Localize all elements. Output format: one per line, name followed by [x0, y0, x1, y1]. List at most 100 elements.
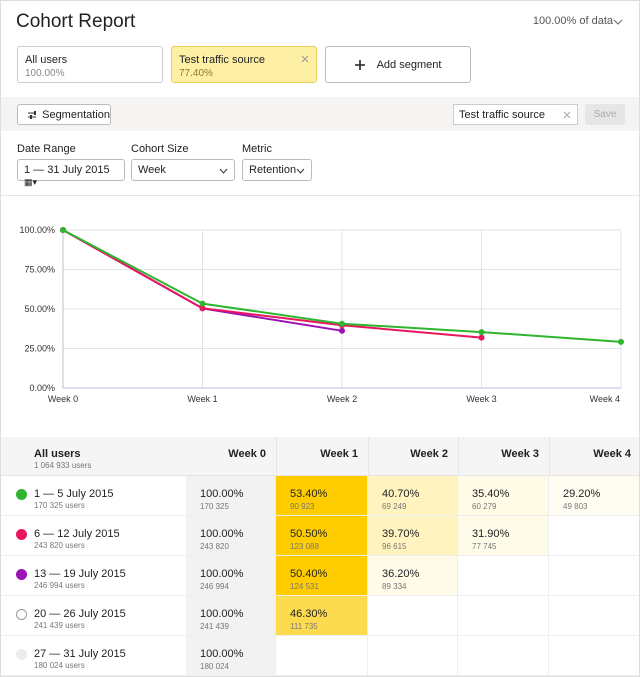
segment-name: Test traffic source [179, 54, 265, 66]
cell-value: 40.70% [382, 488, 420, 500]
filter-value: Week [138, 164, 166, 176]
cell [458, 636, 549, 676]
table-users: 1 064 933 users [34, 461, 92, 470]
point [339, 320, 345, 327]
series-line [62, 229, 482, 339]
row-dot [16, 649, 27, 660]
cell-users: 123 088 [290, 542, 319, 551]
cell-users: 77 745 [472, 542, 497, 551]
row-label: 6 — 12 July 2015 [34, 528, 120, 540]
cell-value: 100.00% [200, 568, 244, 580]
save-button[interactable]: Save [585, 104, 625, 125]
segment-share: 100.00% [25, 68, 65, 79]
add-segment-label: Add segment [376, 58, 442, 71]
row-label: 13 — 19 July 2015 [34, 568, 126, 580]
cell-users: 111 735 [290, 622, 318, 631]
column-header: Week 0 [228, 448, 266, 460]
column-header: Week 3 [501, 448, 539, 460]
filter-label: Date Range [17, 143, 76, 155]
cell [549, 636, 639, 676]
table-title: All users [34, 448, 81, 460]
cell-value: 100.00% [200, 648, 244, 660]
cell-users: 49 803 [563, 502, 588, 511]
segmentation-label: Segmentation [42, 108, 110, 121]
cell [368, 596, 458, 636]
column-divider [368, 437, 369, 476]
row-users: 170 325 users [34, 501, 85, 510]
filter-input[interactable]: Test traffic source [453, 104, 578, 125]
segment-share: 77.40% [179, 68, 213, 79]
cell-value: 100.00% [200, 488, 244, 500]
cell [368, 636, 458, 676]
header-row [1, 437, 639, 476]
cell [458, 556, 549, 596]
cell-users: 243 820 [200, 542, 229, 551]
clear-icon[interactable] [563, 111, 571, 119]
point [618, 338, 624, 345]
filter-value: Retention [249, 164, 297, 176]
point [478, 329, 485, 336]
cell: 100.00% 246 994 [186, 556, 276, 596]
cell: 100.00% 243 820 [186, 516, 276, 556]
plus-icon [354, 59, 365, 70]
cell-users: 246 994 [200, 582, 229, 591]
filter-text: Test traffic source [459, 109, 545, 121]
segment-name: All users [25, 54, 68, 66]
row-label: 27 — 31 July 2015 [34, 648, 126, 660]
x-tick-label: Week 2 [327, 394, 357, 404]
cell-value: 29.20% [563, 488, 601, 500]
filter-label: Cohort Size [131, 143, 189, 155]
metric-select[interactable]: Retention [242, 159, 312, 181]
cell: 29.20% 49 803 [549, 476, 639, 516]
cell [549, 556, 639, 596]
row-dot [16, 529, 27, 540]
sampling[interactable]: 100.00% of data [532, 15, 613, 27]
x-tick-label: Week 1 [187, 394, 217, 404]
row-label: 1 — 5 July 2015 [34, 488, 114, 500]
row-border [1, 675, 186, 676]
segment[interactable]: All users 100.00% [17, 46, 163, 83]
filter-value: 1 — 31 July 2015 [24, 164, 110, 176]
cell: 36.20% 89 334 [368, 556, 458, 596]
chevron [613, 19, 623, 25]
cell: 53.40% 90 923 [276, 476, 368, 516]
cell: 39.70% 96 615 [368, 516, 458, 556]
point [199, 305, 206, 312]
cell-value: 53.40% [290, 488, 328, 500]
row-dot [16, 569, 27, 580]
cell-users: 89 334 [382, 582, 407, 591]
point [60, 227, 66, 233]
cell-value: 50.50% [290, 528, 328, 540]
chevron [296, 168, 305, 174]
cell-value: 50.40% [290, 568, 328, 580]
cell-users: 60 279 [472, 502, 497, 511]
cohort-select[interactable]: Week [131, 159, 235, 181]
cell-value: 39.70% [382, 528, 420, 540]
column-header: Week 2 [410, 448, 448, 460]
sliders-icon [28, 110, 37, 119]
cell: 50.40% 124 531 [276, 556, 368, 596]
cell [549, 516, 639, 556]
column-divider [458, 437, 459, 476]
cell: 50.50% 123 088 [276, 516, 368, 556]
cell-value: 100.00% [200, 608, 244, 620]
add-segment[interactable]: Add segment [325, 46, 471, 83]
cell-users: 90 923 [290, 502, 315, 511]
cell-value: 46.30% [290, 608, 328, 620]
close-icon[interactable] [301, 55, 309, 63]
y-tick-label: 50.00% [24, 304, 55, 314]
cell: 100.00% 241 439 [186, 596, 276, 636]
column-header: Week 1 [320, 448, 358, 460]
cell-users: 69 249 [382, 502, 407, 511]
chart: 0.00% 25.00% 50.00% 75.00% 100.00% Week 0 Week… [19, 225, 624, 404]
row-label: 20 — 26 July 2015 [34, 608, 126, 620]
cell-users: 180 024 [200, 662, 229, 671]
cell-users: 170 325 [200, 502, 229, 511]
point [339, 327, 345, 334]
cell-value: 35.40% [472, 488, 510, 500]
segment[interactable]: Test traffic source 77.40% [171, 46, 317, 83]
segmentation-button[interactable]: Segmentation [17, 104, 111, 125]
row-users: 243 820 users [34, 541, 85, 550]
date-select[interactable]: 1 — 31 July 2015 ▦▾ [17, 159, 125, 187]
chevron [219, 168, 228, 174]
